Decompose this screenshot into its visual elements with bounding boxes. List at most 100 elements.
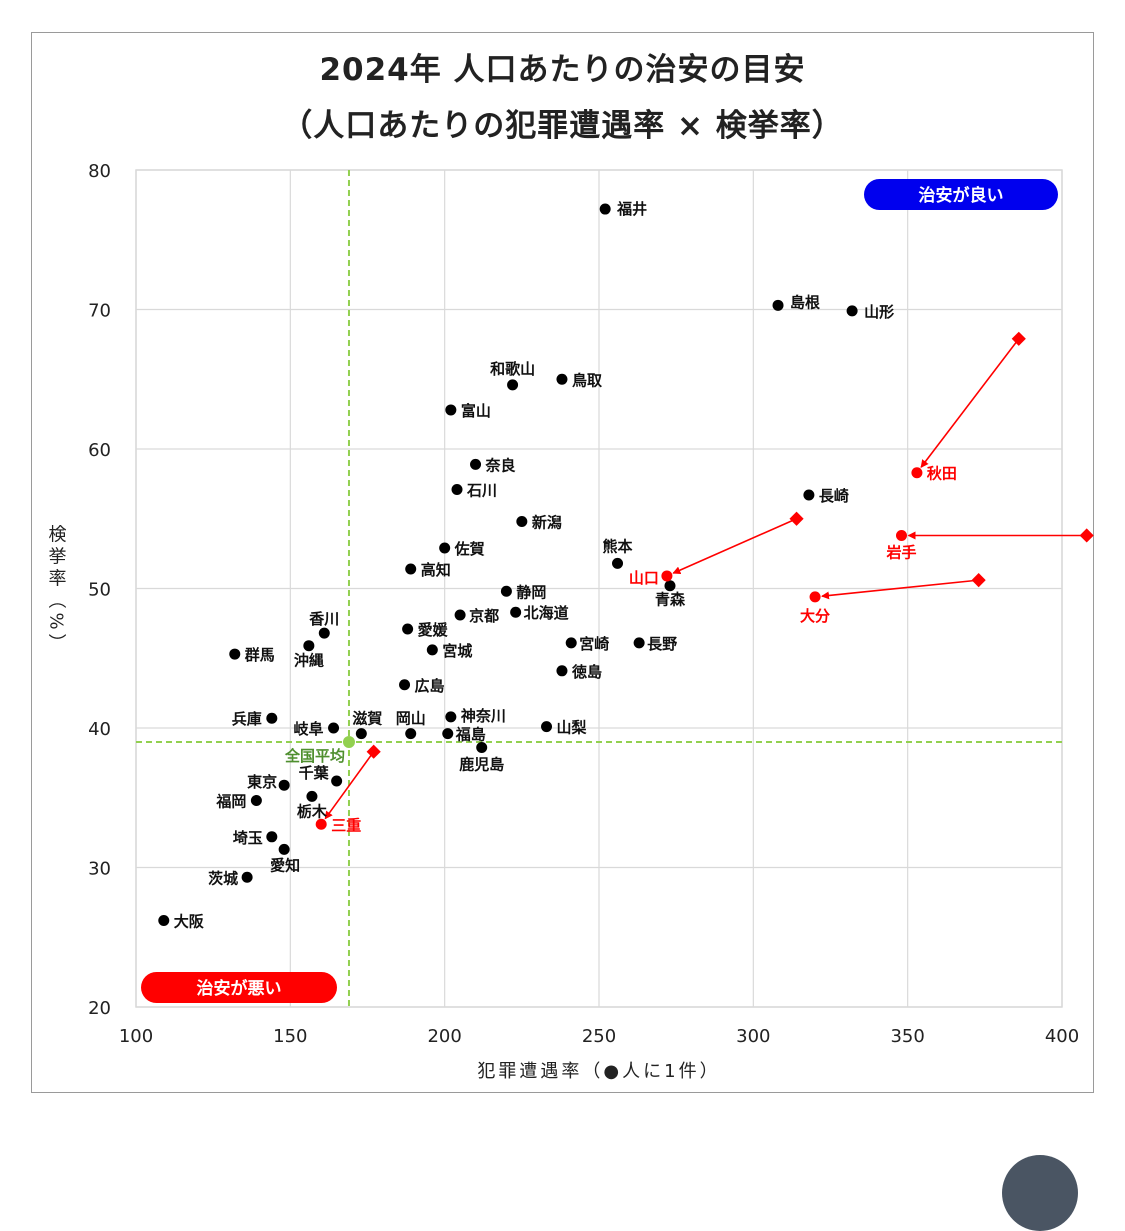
point-label: 愛媛 bbox=[418, 621, 449, 639]
change-arrow bbox=[920, 338, 1020, 468]
data-point bbox=[426, 644, 438, 656]
point-label: 山梨 bbox=[557, 719, 587, 737]
data-point bbox=[229, 648, 241, 660]
data-point bbox=[278, 779, 290, 791]
point-label: 京都 bbox=[469, 607, 499, 625]
data-point bbox=[439, 542, 451, 554]
point-label: 静岡 bbox=[516, 583, 546, 601]
good-badge-label: 治安が良い bbox=[919, 185, 1004, 206]
x-tick-label: 150 bbox=[273, 1026, 307, 1047]
point-label: 青森 bbox=[655, 591, 686, 609]
data-point bbox=[278, 843, 290, 855]
data-point bbox=[846, 305, 858, 317]
change-arrow bbox=[672, 518, 797, 574]
axes: 100 150 200 250 300 350 400 20 30 40 50 60 70 80 犯罪遭遇率… bbox=[46, 161, 1080, 1082]
data-point bbox=[516, 516, 528, 528]
point-label: 岡山 bbox=[396, 710, 426, 728]
point-label: 島根 bbox=[790, 293, 820, 311]
highlight-point bbox=[895, 529, 907, 541]
highlight-point bbox=[661, 570, 673, 582]
y-tick-label: 70 bbox=[88, 301, 111, 322]
point-label: 鹿児島 bbox=[459, 756, 504, 774]
data-point bbox=[612, 557, 624, 569]
data-point bbox=[158, 915, 170, 927]
y-tick-label: 40 bbox=[88, 719, 111, 740]
point-label: 宮城 bbox=[442, 642, 472, 660]
data-point bbox=[402, 623, 414, 635]
highlight-label: 岩手 bbox=[885, 543, 916, 561]
point-label: 新潟 bbox=[532, 514, 562, 532]
point-label: 千葉 bbox=[299, 764, 330, 782]
chart-title: 2024年 人口あたりの治安の目安 bbox=[319, 52, 806, 88]
point-label: 山形 bbox=[864, 303, 894, 321]
y-tick-label: 20 bbox=[88, 998, 111, 1019]
point-label: 埼玉 bbox=[233, 829, 263, 847]
data-point bbox=[565, 637, 577, 649]
data-point bbox=[328, 722, 340, 734]
x-tick-label: 200 bbox=[427, 1026, 461, 1047]
highlight-label: 秋田 bbox=[927, 465, 957, 483]
data-point bbox=[266, 831, 278, 843]
data-point bbox=[556, 373, 568, 385]
y-tick-label: 80 bbox=[88, 161, 111, 182]
point-label: 沖縄 bbox=[294, 652, 324, 670]
point-label: 徳島 bbox=[571, 663, 602, 681]
point-label: 高知 bbox=[421, 561, 451, 579]
point-label: 和歌山 bbox=[490, 360, 535, 378]
point-label: 熊本 bbox=[603, 537, 633, 555]
data-point bbox=[331, 775, 343, 787]
x-tick-label: 350 bbox=[890, 1026, 924, 1047]
point-label: 滋賀 bbox=[352, 710, 382, 728]
chart-subtitle: （人口あたりの犯罪遭遇率 × 検挙率） bbox=[281, 108, 844, 144]
bad-badge-label: 治安が悪い bbox=[197, 978, 282, 999]
change-arrows bbox=[324, 338, 1087, 820]
change-arrow bbox=[324, 751, 375, 820]
floating-action-button[interactable] bbox=[1002, 1155, 1078, 1231]
data-point bbox=[405, 728, 417, 740]
data-point bbox=[399, 679, 411, 691]
point-label: 広島 bbox=[415, 677, 445, 695]
point-label: 長崎 bbox=[819, 487, 849, 505]
data-point bbox=[476, 742, 488, 754]
x-axis-label: 犯罪遭遇率（●人に1件） bbox=[477, 1061, 720, 1082]
data-point bbox=[454, 609, 466, 621]
data-point bbox=[803, 489, 815, 501]
highlight-label: 三重 bbox=[331, 816, 361, 834]
previous-point bbox=[1011, 331, 1026, 346]
highlight-point bbox=[809, 591, 821, 603]
x-tick-label: 250 bbox=[582, 1026, 616, 1047]
point-label: 佐賀 bbox=[454, 540, 485, 558]
highlight-point bbox=[315, 818, 327, 830]
data-point bbox=[772, 299, 784, 311]
point-label: 群馬 bbox=[245, 646, 275, 664]
good-badge bbox=[864, 179, 1058, 210]
previous-point bbox=[971, 573, 986, 588]
point-label: 福岡 bbox=[215, 793, 246, 811]
previous-point bbox=[366, 744, 381, 759]
data-point bbox=[445, 711, 457, 723]
highlight-label: 大分 bbox=[800, 607, 830, 625]
y-tick-label: 30 bbox=[88, 859, 111, 880]
highlight-point bbox=[911, 467, 923, 479]
point-label: 石川 bbox=[466, 481, 497, 499]
data-point bbox=[303, 640, 315, 652]
average-point bbox=[342, 735, 355, 748]
data-points bbox=[158, 203, 1094, 927]
y-axis-label: 検挙率（%） bbox=[46, 524, 67, 655]
average-label: 全国平均 bbox=[284, 747, 345, 765]
point-label: 福井 bbox=[616, 200, 647, 218]
data-point bbox=[510, 606, 522, 618]
point-label: 香川 bbox=[309, 610, 339, 628]
point-label: 神奈川 bbox=[461, 707, 506, 725]
data-point bbox=[306, 790, 318, 802]
data-point bbox=[241, 871, 253, 883]
point-label: 奈良 bbox=[485, 456, 516, 474]
y-tick-label: 50 bbox=[88, 580, 111, 601]
data-point bbox=[507, 379, 519, 391]
data-point bbox=[599, 203, 611, 215]
data-point bbox=[318, 627, 330, 639]
x-tick-label: 300 bbox=[736, 1026, 770, 1047]
change-arrow bbox=[821, 579, 979, 600]
